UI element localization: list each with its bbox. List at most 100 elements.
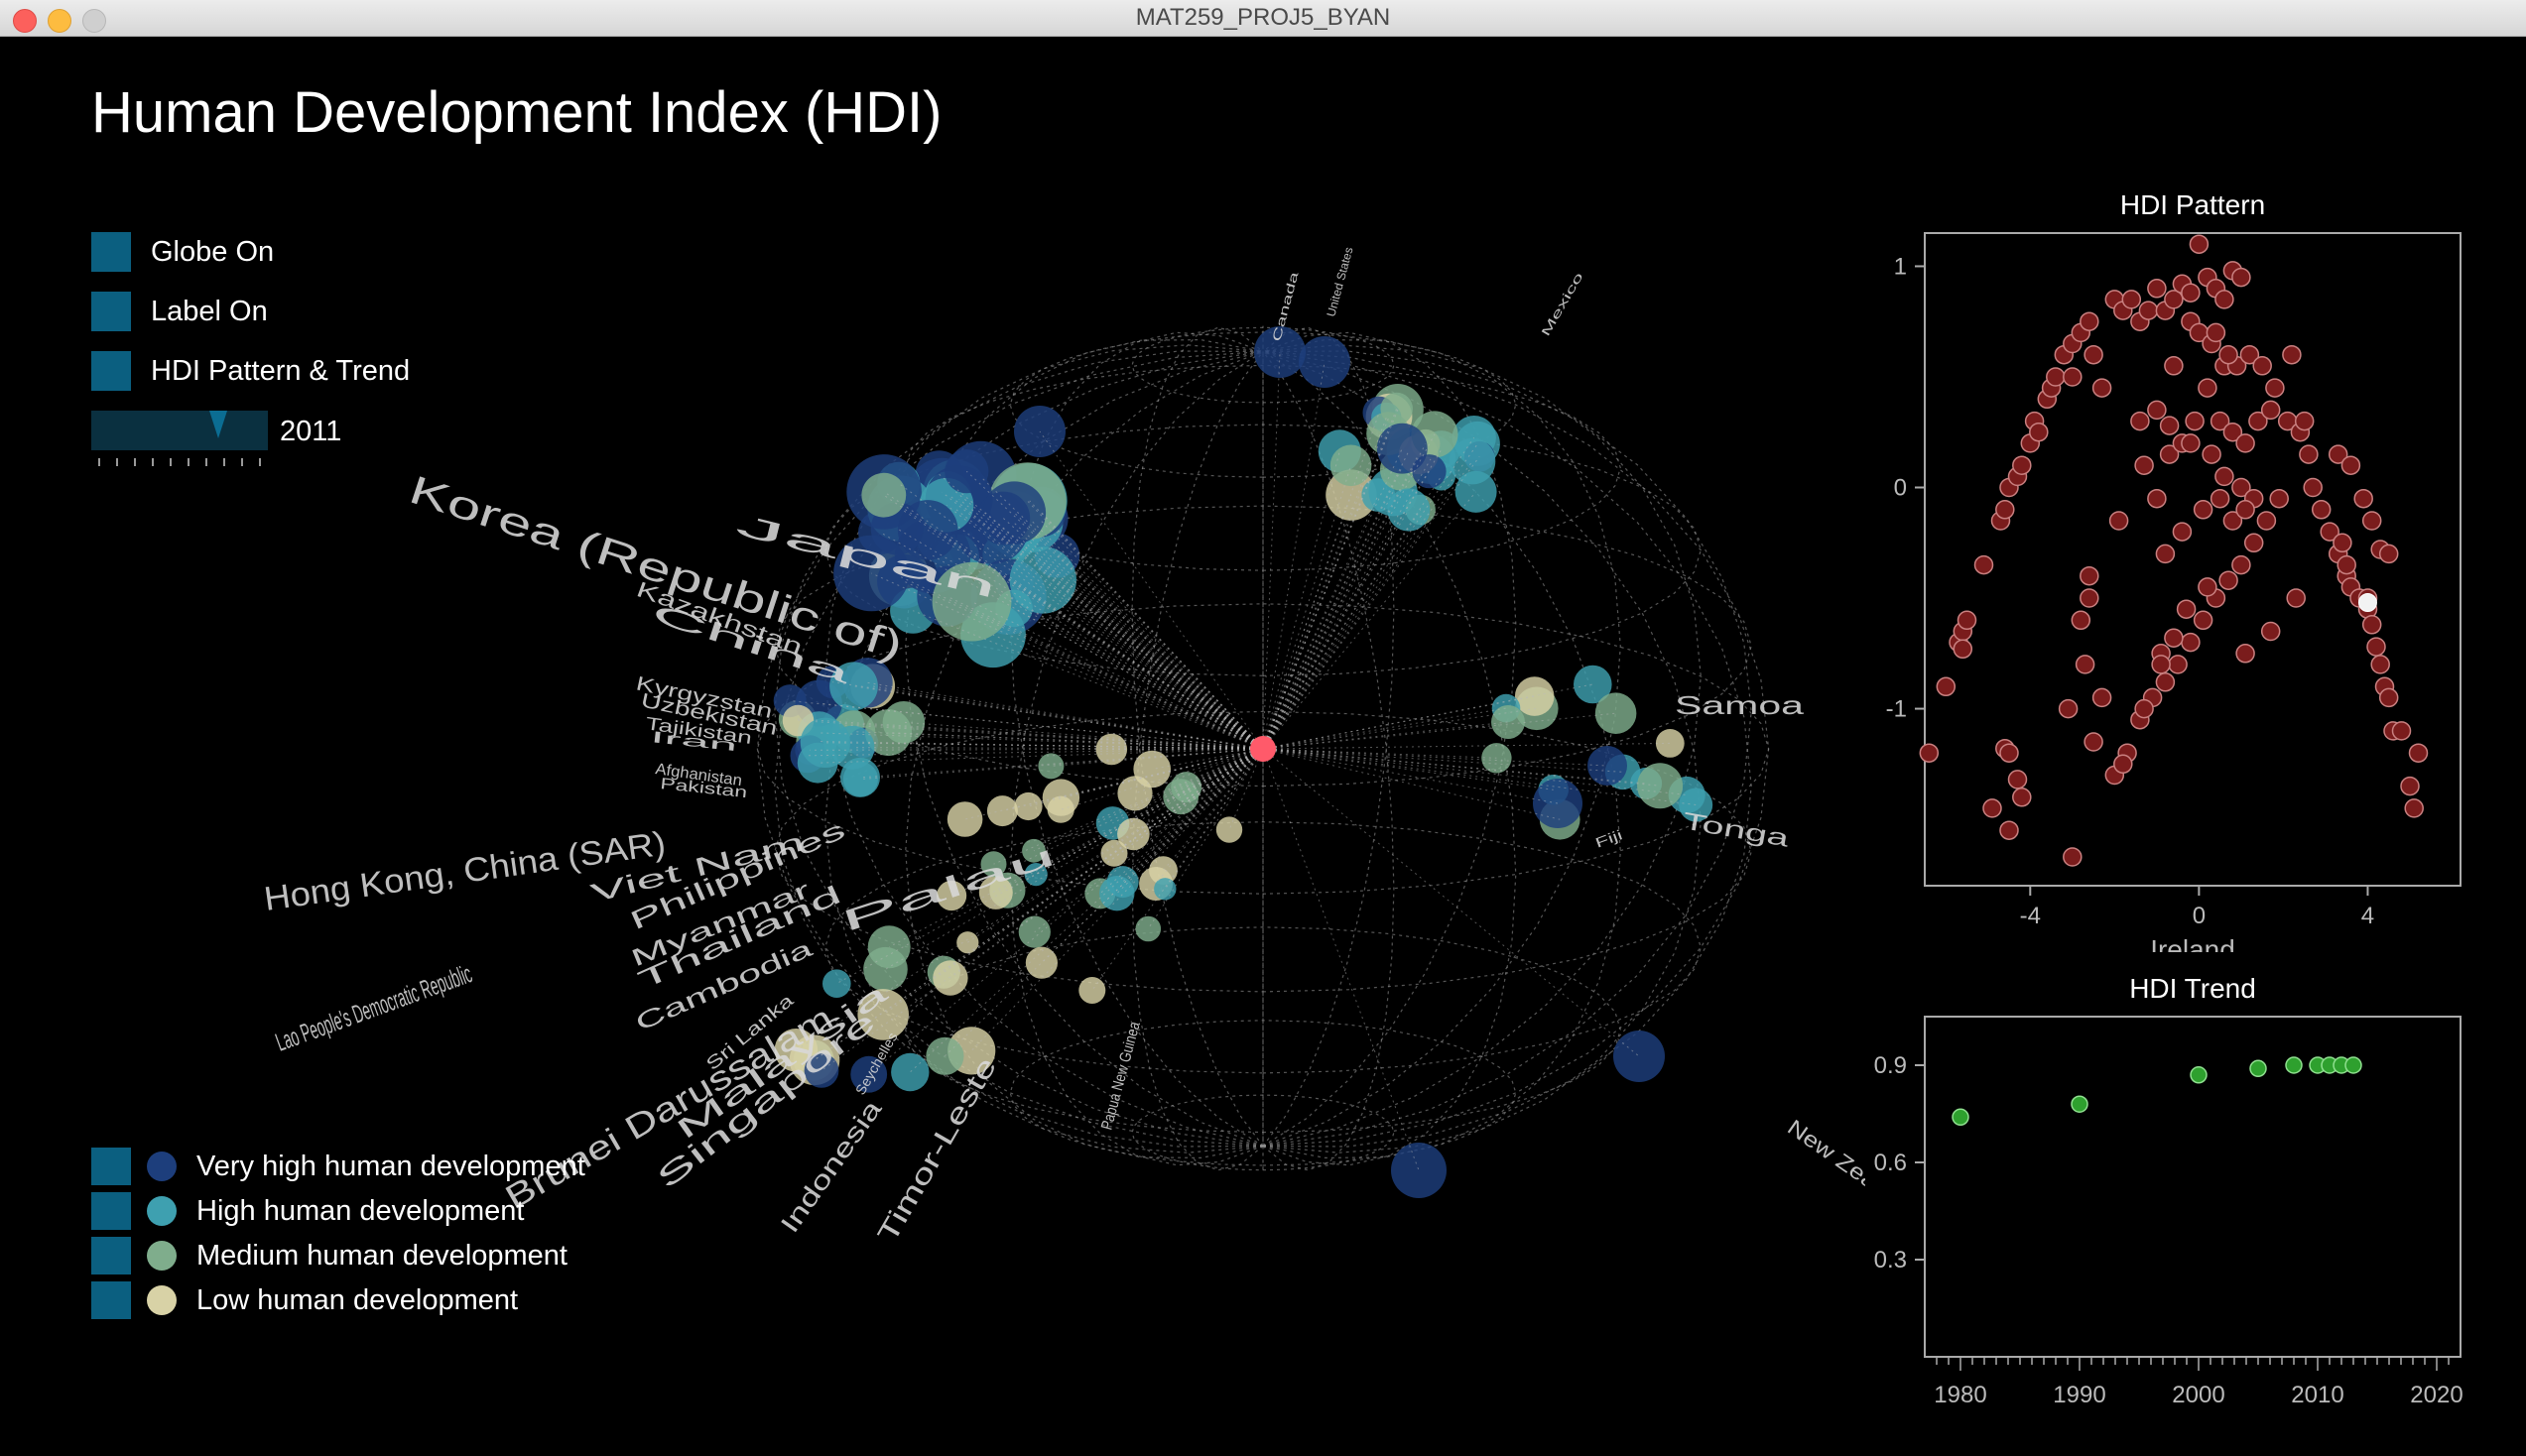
country-bubble [1038, 753, 1065, 780]
connection-line [852, 747, 1264, 750]
connection-line [798, 720, 1264, 750]
legend-low-swatch [147, 1285, 177, 1315]
country-bubble [867, 925, 911, 969]
country-bubble [1117, 817, 1150, 851]
pattern-point [2147, 488, 2167, 509]
trend-point [2285, 1056, 2303, 1074]
connection-line [836, 748, 1264, 985]
connection-line [1228, 748, 1264, 830]
connection-line [1262, 748, 1640, 1057]
connection-line [991, 526, 1264, 750]
pattern-point [2333, 533, 2352, 553]
pattern-point [2269, 488, 2289, 509]
year-slider-thumb[interactable] [209, 411, 228, 438]
pattern-point [2164, 628, 2184, 648]
pattern-point [2091, 378, 2112, 398]
country-bubble [926, 1036, 964, 1075]
globe-longitude-line [1262, 350, 1770, 1148]
globe-longitude-line [1262, 344, 1702, 1148]
connection-line [1002, 518, 1264, 750]
close-window-button[interactable] [13, 9, 37, 33]
country-bubble [1574, 665, 1612, 704]
connection-line [1262, 458, 1432, 750]
country-bubble [1171, 772, 1202, 803]
legend-low-toggle[interactable] [91, 1281, 131, 1319]
country-bubble [1491, 705, 1525, 739]
pattern-y-tick-label: 1 [1894, 253, 1907, 280]
connection-line [958, 498, 1264, 750]
legend-high-swatch [147, 1196, 177, 1226]
pattern-trend-toggle-label: HDI Pattern & Trend [151, 354, 411, 387]
connection-line [832, 681, 1264, 750]
connection-line [888, 748, 1264, 948]
connection-line [1262, 742, 1671, 750]
year-slider[interactable] [91, 411, 268, 450]
legend-very-high[interactable]: Very high human development [91, 1148, 585, 1185]
pattern-y-tick-label: 0 [1894, 475, 1907, 502]
connection-line [1262, 707, 1537, 750]
connection-line [867, 681, 1264, 750]
country-bubble [1135, 915, 1162, 942]
pattern-point [2198, 577, 2217, 597]
country-bubble [1014, 406, 1066, 457]
hdi-globe[interactable]: Korea (Republic of)JapanKazakhstanChinaK… [0, 0, 1865, 1456]
trend-y-tick-label: 0.9 [1874, 1052, 1907, 1079]
globe-toggle[interactable]: Globe On [91, 232, 274, 272]
connection-line [973, 516, 1264, 750]
connection-line [1016, 535, 1264, 750]
country-bubble [1329, 444, 1372, 487]
trend-point [2190, 1066, 2208, 1084]
label-toggle-label: Label On [151, 295, 268, 327]
pattern-trend-toggle-checkbox[interactable] [91, 351, 131, 391]
window-title: MAT259_PROJ5_BYAN [1135, 4, 1391, 31]
globe-toggle-checkbox[interactable] [91, 232, 131, 272]
country-bubble [1078, 977, 1106, 1004]
connection-line [1262, 707, 1507, 750]
pattern-trend-toggle[interactable]: HDI Pattern & Trend [91, 351, 410, 391]
pattern-point [2185, 411, 2205, 431]
connection-line [1262, 456, 1480, 750]
country-bubble [833, 535, 910, 612]
pattern-point [2256, 511, 2277, 531]
country-bubble [1655, 729, 1685, 758]
country-label: Timor-Leste [871, 1052, 1002, 1248]
label-toggle[interactable]: Label On [91, 292, 268, 331]
legend-medium[interactable]: Medium human development [91, 1237, 568, 1274]
zoom-window-button[interactable] [82, 9, 106, 33]
pattern-point [2181, 433, 2201, 453]
pattern-point [1995, 500, 2015, 520]
label-toggle-checkbox[interactable] [91, 292, 131, 331]
legend-high-toggle[interactable] [91, 1192, 131, 1230]
legend-medium-toggle[interactable] [91, 1237, 131, 1274]
legend-high-label: High human development [196, 1194, 525, 1227]
legend-very-high-toggle[interactable] [91, 1148, 131, 1185]
connection-line [927, 529, 1264, 750]
country-bubble [1380, 392, 1413, 425]
pattern-point [2231, 554, 2251, 575]
pattern-point [2164, 290, 2184, 309]
connection-line [824, 742, 1264, 750]
legend-low[interactable]: Low human development [91, 1281, 518, 1319]
connection-line [965, 470, 1264, 750]
pattern-point [2084, 344, 2103, 365]
connection-line [1262, 509, 1422, 750]
pattern-point [2071, 610, 2091, 631]
pattern-point [2063, 847, 2083, 867]
pattern-point [2134, 698, 2154, 719]
pattern-point [2012, 455, 2032, 475]
pattern-point [2134, 455, 2154, 475]
country-bubble [1099, 876, 1135, 911]
pattern-point [2239, 344, 2260, 365]
connection-line [872, 685, 1264, 750]
pattern-point [2370, 655, 2390, 674]
minimize-window-button[interactable] [48, 9, 71, 33]
country-bubble [1587, 746, 1627, 786]
connection-line [1099, 748, 1264, 895]
pattern-point [2214, 290, 2234, 309]
globe-center-marker [1250, 736, 1276, 762]
connection-line [859, 748, 1264, 779]
country-bubble [1679, 788, 1713, 822]
legend-high[interactable]: High human development [91, 1192, 524, 1230]
country-label: Samoa [1675, 690, 1805, 720]
connection-line [1262, 748, 1554, 790]
